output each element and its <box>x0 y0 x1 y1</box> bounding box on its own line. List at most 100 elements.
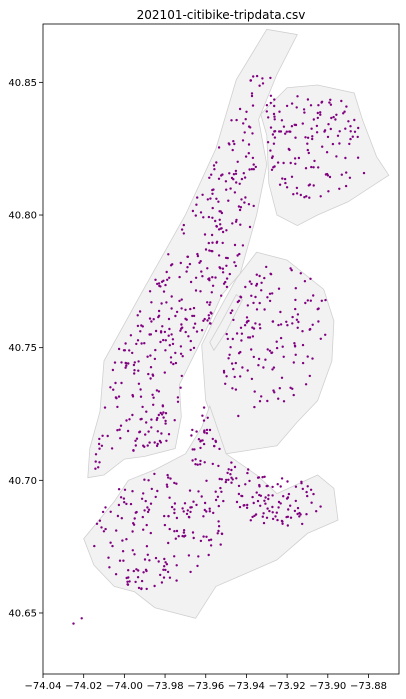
station-point <box>140 587 143 591</box>
station-point <box>272 142 276 145</box>
station-point <box>277 397 280 400</box>
station-point <box>161 405 165 408</box>
station-point <box>301 122 304 125</box>
station-point <box>101 434 104 437</box>
station-point <box>253 390 256 393</box>
station-point <box>236 160 239 163</box>
station-point <box>344 127 347 130</box>
station-point <box>316 116 319 120</box>
x-tick-label: −73.98 <box>147 681 184 692</box>
station-point <box>200 329 204 332</box>
station-point <box>252 163 255 166</box>
station-point <box>294 298 297 302</box>
station-point <box>94 467 97 470</box>
station-point <box>120 361 123 364</box>
station-point <box>181 355 184 358</box>
station-point <box>231 478 234 481</box>
station-point <box>237 492 241 496</box>
station-point <box>279 502 282 505</box>
station-point <box>200 270 203 273</box>
station-point <box>271 292 274 295</box>
station-point <box>296 326 299 329</box>
station-point <box>291 322 294 325</box>
station-point <box>194 289 198 292</box>
station-point <box>309 488 313 491</box>
station-point <box>287 147 290 151</box>
station-point <box>145 421 148 424</box>
station-point <box>189 510 192 514</box>
station-point <box>251 132 254 135</box>
station-point <box>286 524 289 527</box>
station-point <box>234 388 238 391</box>
station-point <box>244 285 247 289</box>
station-point <box>259 494 263 497</box>
station-point <box>264 496 267 499</box>
station-point <box>132 569 135 573</box>
station-point <box>164 561 167 564</box>
station-point <box>123 488 127 491</box>
station-point <box>155 389 159 392</box>
station-point <box>216 532 219 535</box>
station-point <box>183 502 187 505</box>
station-point <box>140 497 144 500</box>
station-point <box>131 549 134 552</box>
station-point <box>164 412 168 415</box>
station-point <box>250 348 253 351</box>
station-point <box>309 277 312 280</box>
station-point <box>157 413 160 417</box>
station-point <box>285 186 289 189</box>
station-point <box>175 579 178 582</box>
station-point <box>202 319 205 322</box>
x-tick-label: −74.02 <box>65 681 102 692</box>
station-point <box>132 522 135 525</box>
station-point <box>192 536 195 540</box>
station-point <box>195 430 198 433</box>
station-point <box>335 113 338 117</box>
station-point <box>116 514 120 518</box>
station-point <box>282 355 285 358</box>
station-point <box>255 491 258 494</box>
station-point <box>234 220 238 223</box>
station-point <box>159 340 162 344</box>
station-point <box>150 487 153 491</box>
station-point <box>258 323 261 326</box>
station-point <box>162 411 165 414</box>
station-point <box>208 507 211 510</box>
station-point <box>235 218 238 222</box>
station-point <box>231 337 234 341</box>
station-point <box>117 503 121 507</box>
station-point <box>171 263 174 266</box>
station-point <box>251 326 254 329</box>
station-point <box>209 301 212 304</box>
station-point <box>348 176 352 179</box>
station-point <box>265 265 268 269</box>
station-point <box>308 183 312 186</box>
station-point <box>251 104 255 107</box>
station-point <box>107 556 110 559</box>
station-point <box>126 583 129 586</box>
x-tick-label: −73.92 <box>269 681 306 692</box>
station-point <box>202 442 206 446</box>
station-point <box>273 130 277 133</box>
station-point <box>362 171 366 175</box>
station-point <box>351 135 354 138</box>
station-point <box>282 400 286 403</box>
station-point <box>139 330 142 333</box>
station-point <box>97 442 101 446</box>
station-point <box>162 576 166 579</box>
station-point <box>257 364 260 367</box>
station-point <box>152 403 155 406</box>
station-point <box>164 568 167 572</box>
station-point <box>150 320 153 323</box>
station-point <box>104 527 107 531</box>
station-point <box>149 366 153 369</box>
station-point <box>309 104 313 107</box>
station-point <box>217 146 221 149</box>
station-point <box>261 515 264 518</box>
station-point <box>134 580 137 584</box>
station-point <box>217 520 220 523</box>
station-point <box>236 254 239 257</box>
station-point <box>147 430 150 433</box>
station-point <box>208 277 211 280</box>
station-point <box>191 448 194 451</box>
